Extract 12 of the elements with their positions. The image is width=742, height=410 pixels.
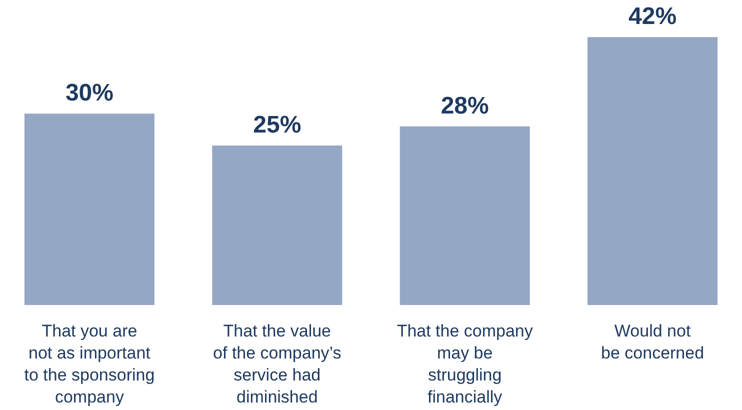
bar [400,126,530,305]
x-tick-label: Would not be concerned [601,322,704,362]
data-label: 25% [253,112,302,139]
data-label: 28% [440,92,489,120]
data-label: 42% [628,3,677,30]
bar [212,146,342,305]
x-tick-label: That you are not as important to the sponsoring company [24,322,155,406]
bar [588,37,718,305]
bar [24,114,154,305]
data-label: 30% [65,80,114,107]
x-tick-label: That the company may be struggling financially [396,322,534,406]
x-tick-label: That the value of the company’s service had diminished [213,322,342,406]
